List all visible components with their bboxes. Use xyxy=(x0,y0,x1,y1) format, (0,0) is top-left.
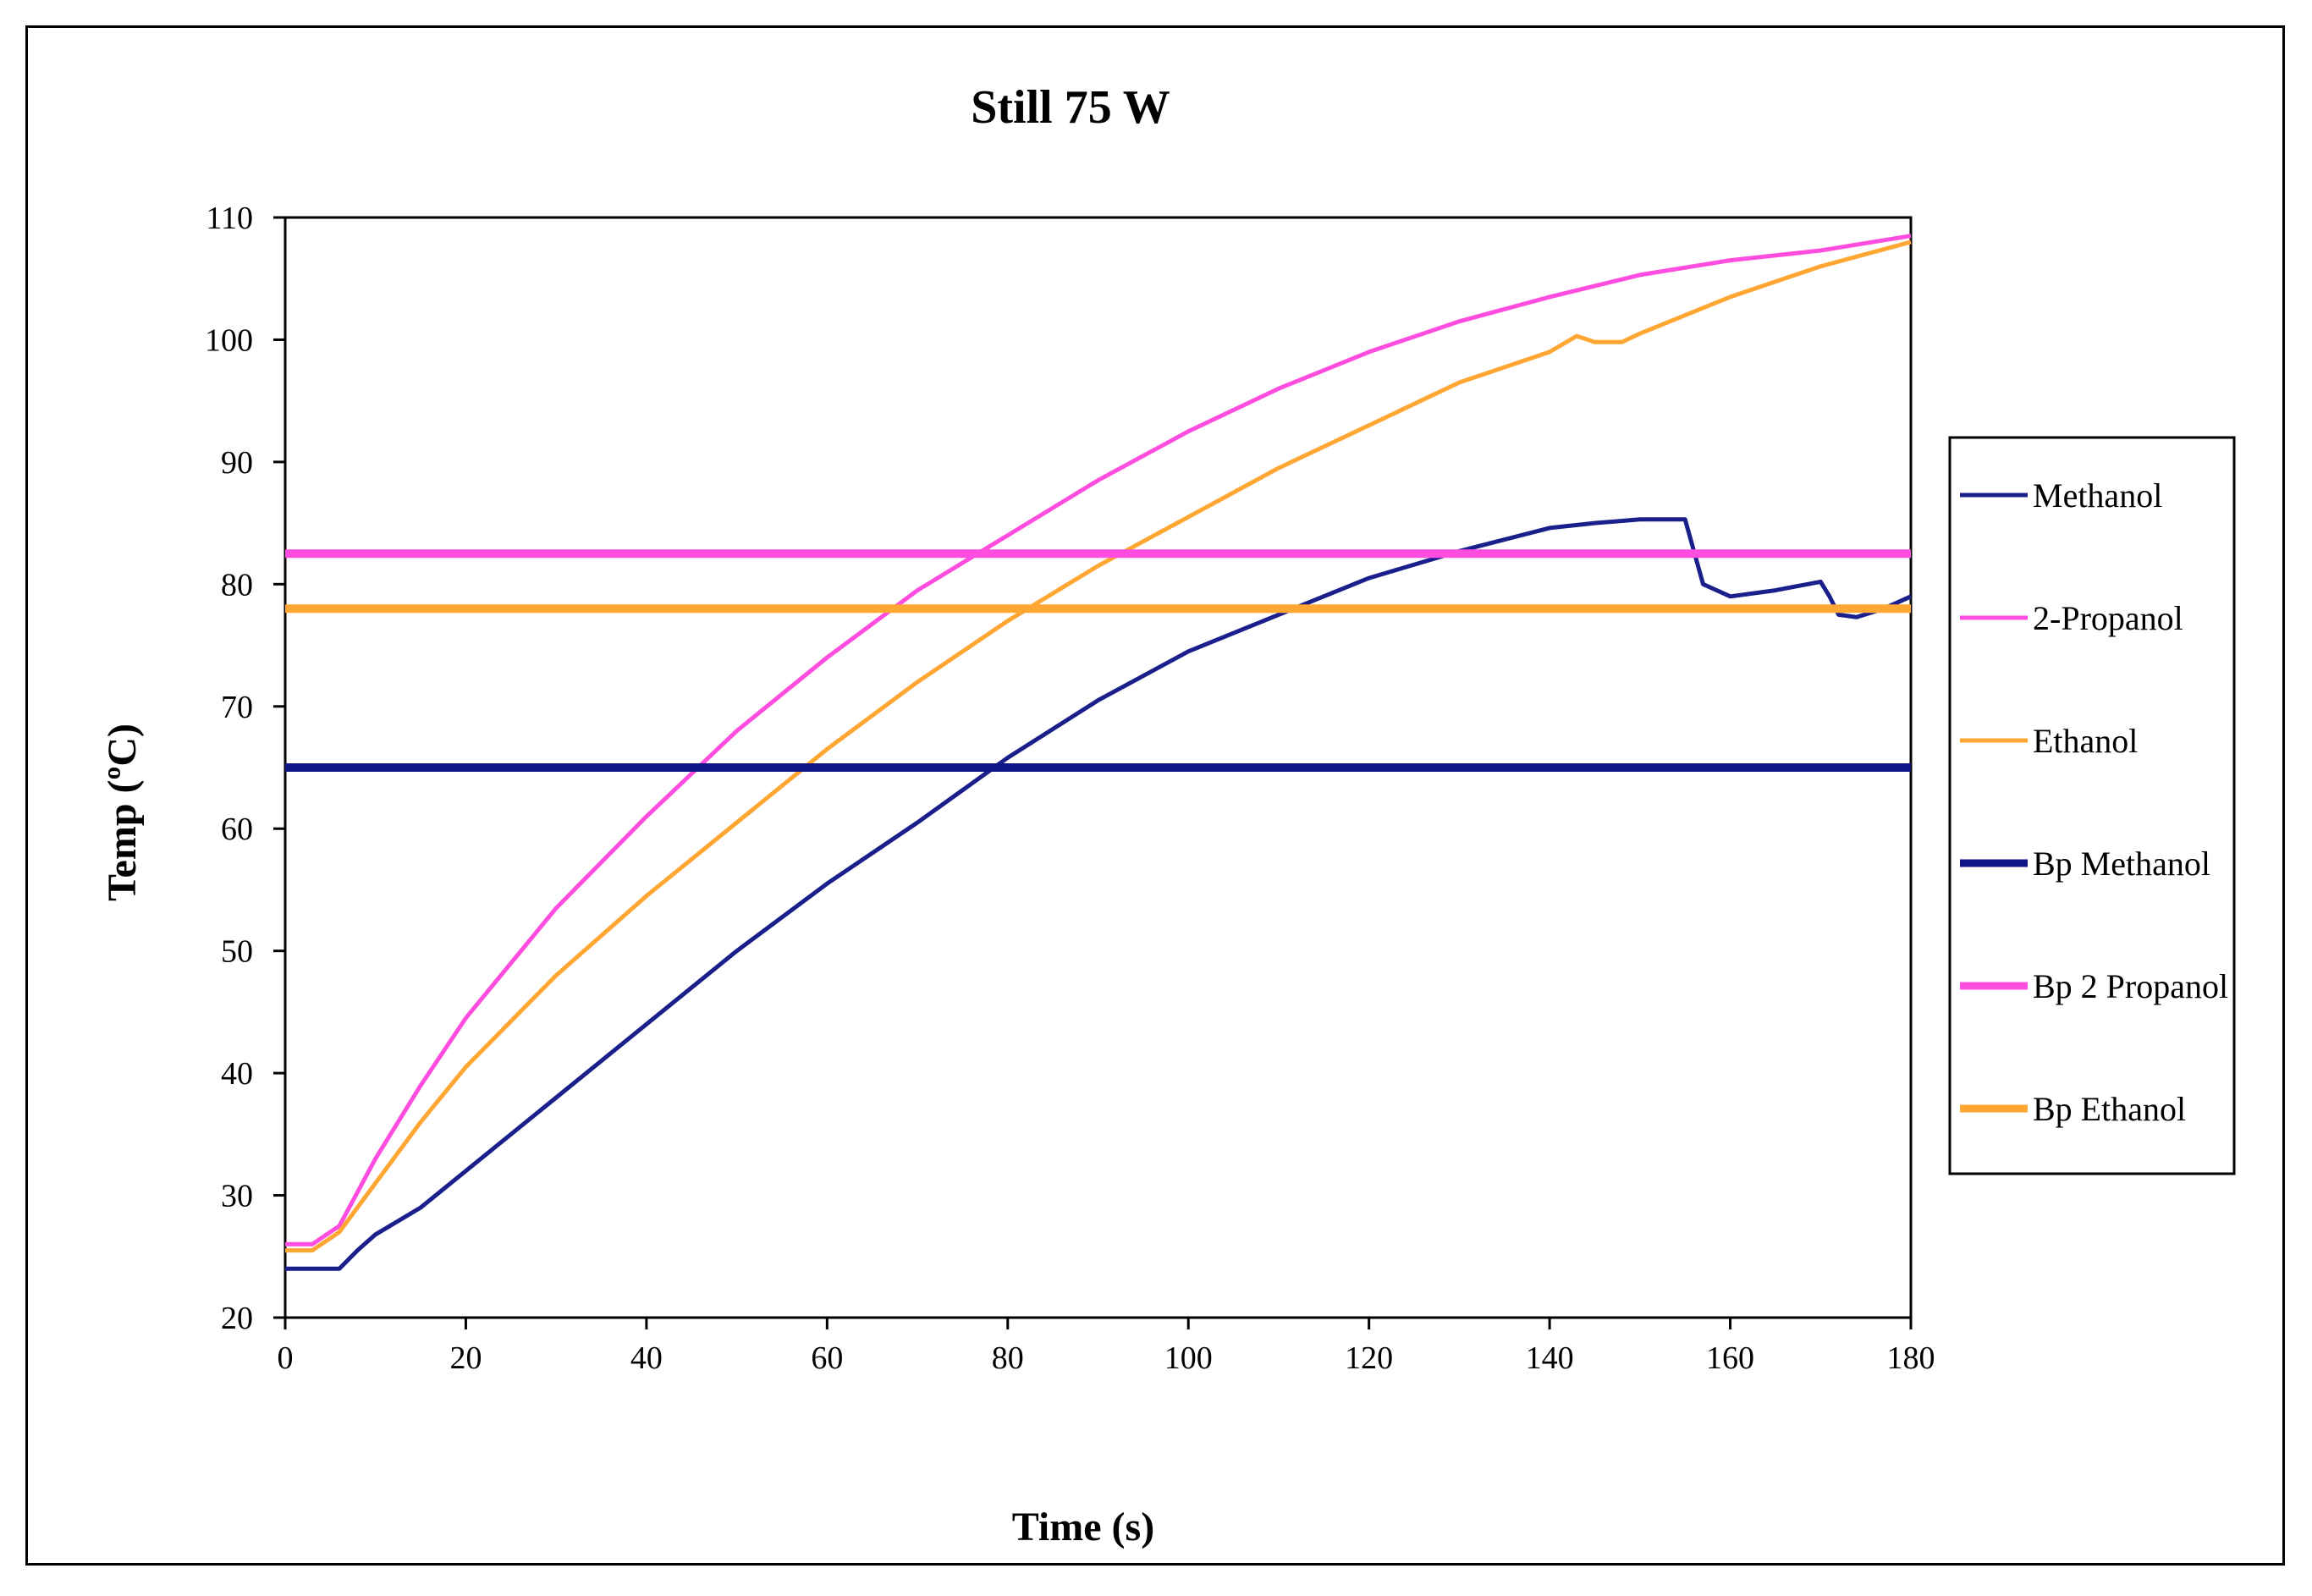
x-axis-title: Time (s) xyxy=(1012,1505,1154,1549)
y-tick-label: 110 xyxy=(206,201,253,236)
y-tick-label: 60 xyxy=(221,812,253,847)
legend-label-ethanol: Ethanol xyxy=(2033,722,2138,760)
legend-label-2-propanol: 2-Propanol xyxy=(2033,599,2183,637)
y-tick-label: 80 xyxy=(221,567,253,603)
series-line-ethanol xyxy=(285,239,1912,1253)
x-tick-label: 60 xyxy=(811,1340,843,1376)
y-tick-label: 20 xyxy=(221,1301,253,1336)
legend-label-bp-2-propanol: Bp 2 Propanol xyxy=(2033,967,2228,1005)
series-line-methanol xyxy=(285,517,1913,1271)
chart-title: Still 75 W xyxy=(971,81,1170,134)
legend: Methanol 2-Propanol Ethanol Bp Methanol Bp 2… xyxy=(1948,436,2236,1175)
y-tick-label: 90 xyxy=(221,445,253,481)
x-tick-label: 100 xyxy=(1164,1340,1213,1376)
y-tick-label: 50 xyxy=(221,934,253,970)
x-tick-label: 120 xyxy=(1345,1340,1393,1376)
y-tick-label: 100 xyxy=(205,322,253,358)
y-axis-title: Temp (ºC) xyxy=(100,724,145,901)
y-tick-label: 40 xyxy=(221,1056,253,1092)
legend-box xyxy=(1948,436,2236,1175)
x-tick-label: 180 xyxy=(1887,1340,1935,1376)
series-layer xyxy=(285,234,1913,1271)
x-tick-label: 80 xyxy=(992,1340,1024,1376)
x-tick-label: 140 xyxy=(1526,1340,1574,1376)
x-tick-label: 40 xyxy=(630,1340,663,1376)
legend-label-methanol: Methanol xyxy=(2033,476,2162,515)
x-tick-label: 20 xyxy=(449,1340,482,1376)
y-tick-label: 30 xyxy=(221,1179,253,1214)
y-tick-label: 70 xyxy=(221,690,253,725)
legend-label-bp-methanol: Bp Methanol xyxy=(2033,845,2210,883)
x-axis: 0 20 40 60 80 100 120 140 160 180 xyxy=(278,1318,1935,1376)
y-axis: 20 30 40 50 60 70 80 90 100 110 xyxy=(205,201,285,1336)
x-tick-label: 160 xyxy=(1706,1340,1754,1376)
x-tick-label: 0 xyxy=(278,1340,294,1376)
legend-label-bp-ethanol: Bp Ethanol xyxy=(2033,1090,2186,1128)
series-line-2-propanol xyxy=(285,234,1912,1247)
chart-frame xyxy=(25,25,2285,1566)
